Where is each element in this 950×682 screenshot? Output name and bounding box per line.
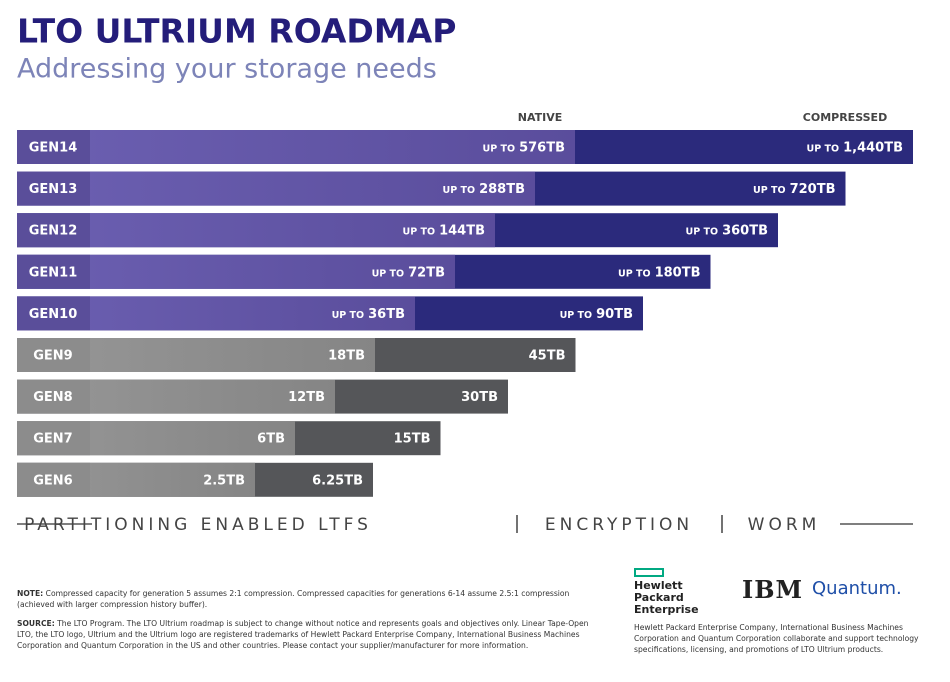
compressed-label: 30TB [461,390,498,405]
gen-cell [17,421,90,456]
partners-text: Hewlett Packard Enterprise Company, Inte… [634,623,919,654]
prefix-label: UP TO [686,227,719,238]
native-label: 72TB [408,265,445,280]
prefix-label: UP TO [332,310,365,321]
gen-cell [17,254,90,289]
native-bar [17,213,495,248]
feature: PARTITIONING ENABLED LTFS [24,515,372,535]
native-label: 36TB [368,307,405,322]
gen-label: GEN11 [29,265,78,280]
compressed-label: 360TB [722,224,768,239]
note-text: Compressed capacity for generation 5 ass… [17,589,570,609]
prefix-label: UP TO [807,144,840,155]
source-label: SOURCE: [17,619,55,628]
gen-label: GEN8 [33,390,72,405]
prefix-label: UP TO [483,144,516,155]
notes: NOTE: Compressed capacity for generation… [17,588,592,659]
compressed-label: 720TB [790,182,836,197]
native-label: 2.5TB [203,473,245,488]
prefix-label: UP TO [753,185,786,196]
hpe-mark [634,568,664,577]
subtitle: Addressing your storage needs [17,54,437,85]
hpe-logo: Hewlett Packard Enterprise [634,579,699,616]
native-bar [17,171,535,206]
native-label: 18TB [328,349,365,364]
gen-label: GEN12 [29,224,78,239]
compressed-label: 6.25TB [312,473,363,488]
quantum-logo: Quantum. [812,578,902,599]
feature: ENCRYPTION [545,515,693,535]
feature: WORM [748,515,821,535]
compressed-label: 180TB [655,265,701,280]
native-label: 12TB [288,390,325,405]
native-label: 576TB [519,141,565,156]
native-label: 6TB [257,432,285,447]
roadmap: LTO ULTRIUM ROADMAP Addressing your stor… [17,12,913,535]
native-label: 144TB [439,224,485,239]
note-label: NOTE: [17,589,44,598]
prefix-label: UP TO [443,185,476,196]
prefix-label: UP TO [403,227,436,238]
compressed-label: 1,440TB [843,141,903,156]
gen-label: GEN6 [33,473,72,488]
gen-label: GEN13 [29,182,78,197]
compressed-label: 90TB [596,307,633,322]
source-text: The LTO Program. The LTO Ultrium roadmap… [17,619,589,650]
ibm-logo: IBM [742,575,804,604]
gen-label: GEN14 [29,141,78,156]
prefix-label: UP TO [560,310,593,321]
native-header: NATIVE [518,111,563,124]
gen-cell [17,130,90,164]
compressed-header: COMPRESSED [803,111,887,124]
gen-cell [17,296,90,331]
gen-cell [17,213,90,248]
gen-label: GEN7 [33,432,72,447]
gen-cell [17,462,90,497]
prefix-label: UP TO [618,268,651,279]
features: PARTITIONING ENABLED LTFS ENCRYPTION WORM [24,515,821,535]
gen-label: GEN9 [33,349,72,364]
gen-cell [17,338,90,372]
compressed-label: 15TB [394,432,431,447]
native-bar [17,130,575,164]
compressed-label: 45TB [529,349,566,364]
gen-cell [17,379,90,414]
prefix-label: UP TO [372,268,405,279]
gen-cell [17,171,90,206]
title: LTO ULTRIUM ROADMAP [17,12,456,51]
native-label: 288TB [479,182,525,197]
gen-label: GEN10 [29,307,78,322]
